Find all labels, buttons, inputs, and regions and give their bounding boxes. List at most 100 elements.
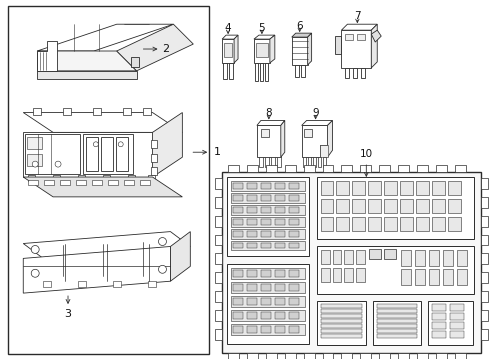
Text: 5: 5 xyxy=(259,23,265,33)
Bar xyxy=(113,281,121,287)
Bar xyxy=(247,231,257,237)
Polygon shape xyxy=(117,24,193,71)
Polygon shape xyxy=(371,24,377,68)
Bar xyxy=(294,65,299,77)
Bar xyxy=(361,68,366,78)
Bar xyxy=(231,240,305,251)
Bar xyxy=(275,195,285,201)
Bar xyxy=(322,353,334,360)
Polygon shape xyxy=(23,113,182,132)
Bar xyxy=(92,180,102,185)
Polygon shape xyxy=(342,30,371,68)
Bar xyxy=(275,298,285,305)
Polygon shape xyxy=(292,37,308,65)
Bar xyxy=(275,284,285,291)
Bar xyxy=(436,165,447,172)
Bar xyxy=(101,137,113,171)
Bar xyxy=(233,195,243,201)
Bar xyxy=(128,175,135,181)
Bar xyxy=(247,312,257,319)
Bar xyxy=(78,175,85,181)
Bar xyxy=(345,34,353,40)
Bar xyxy=(320,334,362,338)
Bar xyxy=(448,199,461,213)
Bar xyxy=(401,269,411,285)
Bar xyxy=(261,195,271,201)
Bar xyxy=(304,353,315,360)
Bar xyxy=(275,243,285,248)
Bar xyxy=(8,6,209,354)
Bar xyxy=(260,63,263,81)
Bar xyxy=(261,243,271,248)
Circle shape xyxy=(118,142,123,147)
Polygon shape xyxy=(23,247,171,293)
Bar xyxy=(233,270,243,277)
Bar xyxy=(304,129,312,137)
Bar xyxy=(368,181,381,195)
Bar xyxy=(428,301,473,345)
Polygon shape xyxy=(257,121,285,125)
Bar xyxy=(261,183,271,189)
Bar xyxy=(215,197,222,208)
Bar xyxy=(337,199,349,213)
Bar xyxy=(448,181,461,195)
Bar xyxy=(247,284,257,291)
Bar xyxy=(384,181,397,195)
Bar xyxy=(481,178,488,189)
Polygon shape xyxy=(371,30,381,42)
Bar xyxy=(265,157,269,167)
Bar xyxy=(379,165,390,172)
Bar xyxy=(400,199,413,213)
Bar xyxy=(481,253,488,264)
Bar xyxy=(215,178,222,189)
Polygon shape xyxy=(37,51,137,71)
Bar xyxy=(215,310,222,321)
Bar xyxy=(231,324,305,335)
Bar xyxy=(352,217,366,231)
Bar xyxy=(147,175,154,181)
Circle shape xyxy=(32,161,38,167)
Bar xyxy=(247,353,258,360)
Bar xyxy=(289,207,299,213)
Bar xyxy=(450,322,464,329)
Bar xyxy=(357,34,366,40)
Bar xyxy=(261,219,271,225)
Polygon shape xyxy=(23,177,182,197)
Bar xyxy=(318,157,320,167)
Bar xyxy=(416,199,429,213)
Bar xyxy=(27,137,42,149)
Bar xyxy=(231,217,305,227)
Bar xyxy=(337,217,349,231)
Polygon shape xyxy=(270,35,275,63)
Bar xyxy=(360,353,371,360)
Polygon shape xyxy=(222,35,238,39)
Bar xyxy=(259,157,263,167)
Bar xyxy=(320,199,334,213)
Bar xyxy=(432,199,445,213)
Bar xyxy=(247,219,257,225)
Circle shape xyxy=(158,238,167,246)
Bar xyxy=(231,229,305,239)
Bar xyxy=(233,312,243,319)
Bar xyxy=(481,329,488,340)
Bar xyxy=(369,249,381,260)
Bar xyxy=(247,298,257,305)
Bar xyxy=(233,219,243,225)
Bar xyxy=(401,251,411,266)
Bar xyxy=(233,207,243,213)
Bar xyxy=(455,165,466,172)
Bar xyxy=(143,108,150,114)
Bar xyxy=(228,353,239,360)
Bar xyxy=(320,309,362,313)
Circle shape xyxy=(31,246,39,253)
Bar xyxy=(215,329,222,340)
Bar xyxy=(317,177,474,239)
Bar xyxy=(123,180,134,185)
Bar xyxy=(228,165,239,172)
Polygon shape xyxy=(302,125,327,157)
Text: 6: 6 xyxy=(296,21,303,31)
Bar xyxy=(108,180,118,185)
Bar xyxy=(261,129,269,137)
Bar xyxy=(429,269,439,285)
Bar xyxy=(266,165,277,172)
